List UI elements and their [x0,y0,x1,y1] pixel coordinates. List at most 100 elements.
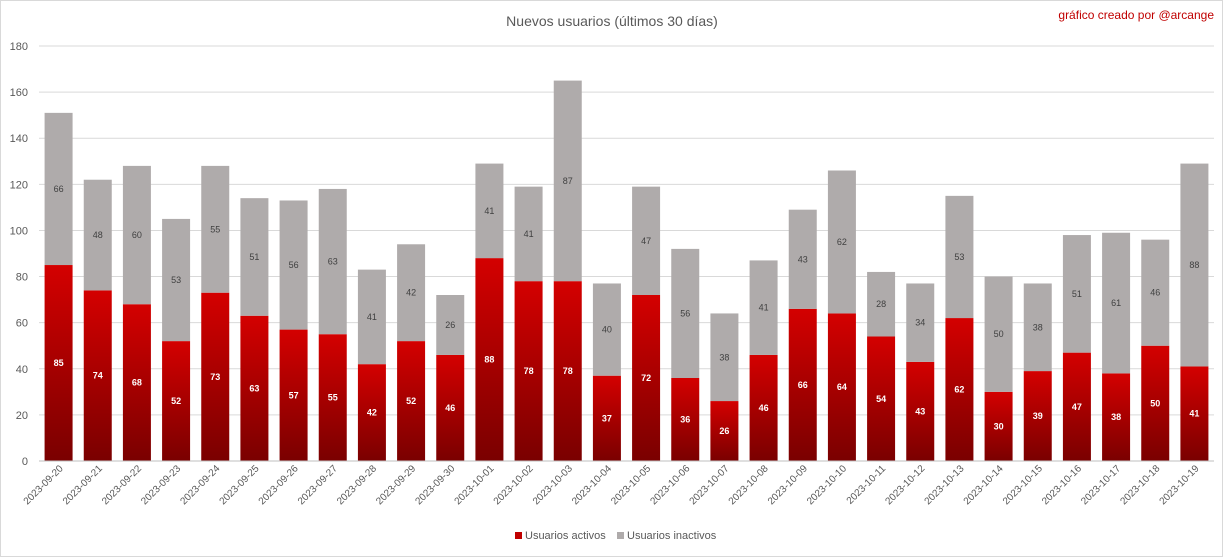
bar-inactive [592,283,621,376]
x-tick-label: 2023-10-02 [492,463,536,507]
bar-active [475,258,504,461]
x-tick-label: 2023-09-22 [100,463,144,507]
bar-active [1141,345,1170,461]
legend: Usuarios activos Usuarios inactivos [515,530,717,542]
data-label-active: 26 [719,426,729,436]
bar-active [436,354,465,461]
data-label-active: 78 [524,366,534,376]
data-label-active: 39 [1033,411,1043,421]
data-label-active: 78 [563,366,573,376]
data-label-active: 73 [210,372,220,382]
data-label-inactive: 46 [1150,288,1160,298]
x-tick-label: 2023-09-30 [413,463,457,507]
bar-active [240,315,269,461]
y-tick-label: 180 [10,41,28,53]
data-label-inactive: 56 [289,260,299,270]
x-tick-label: 2023-10-04 [570,463,614,507]
data-label-active: 85 [54,358,64,368]
data-label-active: 55 [328,393,338,403]
bar-active [906,361,935,461]
bar-active [1102,373,1131,461]
bar-active [984,391,1013,461]
x-tick-label: 2023-10-11 [845,463,889,507]
x-axis: 2023-09-202023-09-212023-09-222023-09-23… [22,460,1214,507]
y-axis: 0 20 40 60 80 100 120 140 160 180 [10,41,28,468]
bar-inactive [984,276,1013,392]
x-tick-label: 2023-10-16 [1040,463,1084,507]
x-tick-label: 2023-10-05 [609,463,653,507]
bar-active [710,401,739,461]
y-tick-label: 60 [16,318,28,330]
data-label-inactive: 61 [1111,298,1121,308]
data-label-inactive: 48 [93,230,103,240]
bar-active [201,292,230,461]
x-tick-label: 2023-10-06 [648,463,692,507]
bar-active [827,313,856,461]
x-tick-label: 2023-10-08 [727,463,771,507]
data-label-active: 54 [876,394,886,404]
bar-active [749,354,778,461]
bar-active [671,378,700,461]
data-label-inactive: 43 [798,254,808,264]
bar-inactive [397,244,426,342]
data-label-inactive: 26 [445,320,455,330]
bar-active [162,341,191,461]
x-tick-label: 2023-09-24 [178,463,222,507]
data-label-inactive: 66 [54,184,64,194]
legend-swatch-inactive [617,532,624,539]
x-tick-label: 2023-09-21 [61,463,105,507]
legend-swatch-active [515,532,522,539]
bar-active [83,290,112,461]
legend-label-inactive: Usuarios inactivos [627,530,717,542]
data-label-inactive: 87 [563,176,573,186]
bar-inactive [671,248,700,378]
x-tick-label: 2023-09-29 [374,463,418,507]
bar-inactive [122,165,151,305]
x-tick-label: 2023-10-07 [688,463,732,507]
bar-active [1023,371,1052,461]
x-tick-label: 2023-09-26 [257,463,301,507]
bar-active [592,375,621,461]
bar-inactive [1141,239,1170,346]
data-label-inactive: 56 [680,308,690,318]
bar-inactive [44,112,73,266]
data-label-active: 64 [837,382,847,392]
data-label-inactive: 41 [367,312,377,322]
y-tick-label: 140 [10,133,28,145]
bar-inactive [1102,232,1131,374]
data-label-active: 63 [249,383,259,393]
data-label-inactive: 34 [915,318,925,328]
data-label-inactive: 50 [994,329,1004,339]
bar-inactive [1062,235,1091,353]
bar-inactive [827,170,856,314]
bar-active [318,334,347,461]
bar-inactive [945,195,974,319]
bar-active [397,341,426,461]
data-label-active: 50 [1150,398,1160,408]
data-label-inactive: 53 [954,252,964,262]
data-label-inactive: 53 [171,275,181,285]
bar-active [357,364,386,461]
x-tick-label: 2023-10-10 [805,463,849,507]
data-label-inactive: 60 [132,230,142,240]
chart-title: Nuevos usuarios (últimos 30 días) [506,13,718,29]
bar-active [632,295,661,461]
bars: 85 66 74 48 68 60 52 53 73 55 63 51 57 56 55 63 42 41 52 42… [44,80,1209,461]
data-label-inactive: 38 [719,352,729,362]
bar-inactive [279,200,308,330]
x-tick-label: 2023-10-15 [1001,463,1045,507]
bar-inactive [632,186,661,295]
y-tick-label: 160 [10,87,28,99]
bar-inactive [201,165,230,293]
bar-active [1180,366,1209,461]
data-label-active: 46 [445,403,455,413]
bar-active [122,304,151,461]
data-label-active: 43 [915,406,925,416]
data-label-inactive: 28 [876,299,886,309]
x-tick-label: 2023-10-17 [1079,463,1123,507]
chart-credit: gráfico creado por @arcange [1058,8,1214,22]
x-tick-label: 2023-10-13 [923,463,967,507]
bar-inactive [162,218,191,342]
